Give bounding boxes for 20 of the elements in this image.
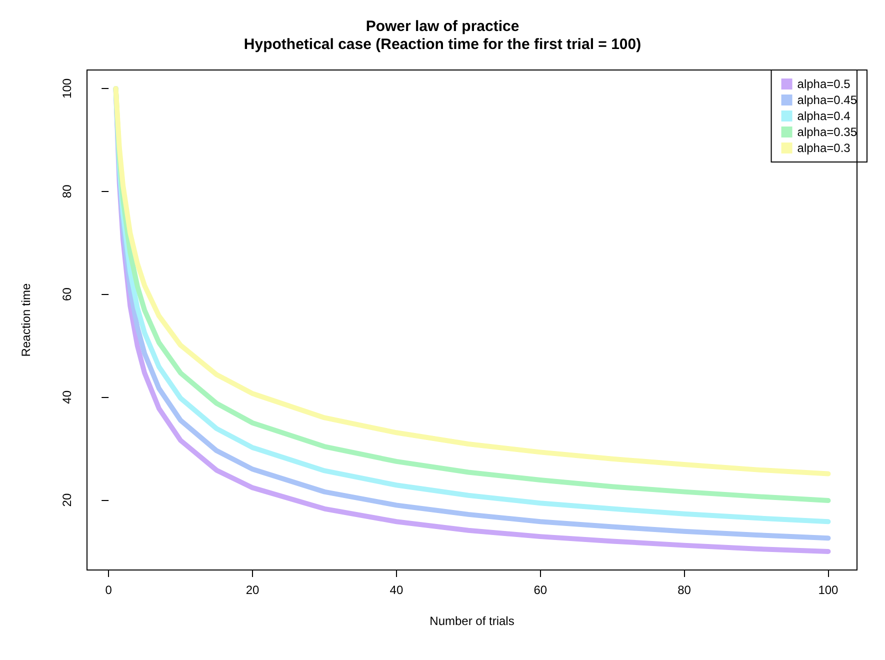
y-tick-label: 40: [60, 390, 74, 404]
legend-label: alpha=0.35: [797, 125, 858, 139]
chart-title: Power law of practice: [366, 18, 520, 35]
x-tick-label: 40: [390, 583, 404, 597]
y-tick-label: 80: [60, 184, 74, 198]
y-tick-label: 100: [60, 78, 74, 99]
y-axis-title: Reaction time: [19, 282, 33, 357]
x-tick-label: 80: [678, 583, 692, 597]
legend-label: alpha=0.5: [797, 77, 851, 91]
y-tick-label: 60: [60, 287, 74, 301]
x-tick-label: 60: [534, 583, 548, 597]
chart-subtitle: Hypothetical case (Reaction time for the first trial = 100): [244, 36, 642, 53]
x-tick-label: 20: [246, 583, 260, 597]
x-axis-title: Number of trials: [430, 614, 514, 628]
legend-label: alpha=0.3: [797, 141, 851, 155]
x-tick-label: 0: [105, 583, 112, 597]
y-tick-label: 20: [60, 493, 74, 507]
legend-label: alpha=0.45: [797, 93, 858, 107]
legend-label: alpha=0.4: [797, 109, 851, 123]
x-tick-label: 100: [818, 583, 839, 597]
